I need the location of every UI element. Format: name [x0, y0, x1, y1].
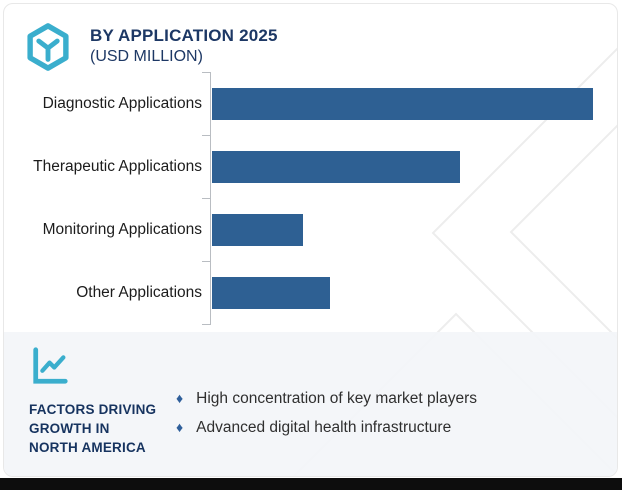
bottom-black-bar [0, 478, 622, 490]
chart-row: Other Applications [4, 261, 617, 324]
chart-header: BY APPLICATION 2025 (USD MILLION) [22, 21, 278, 73]
factors-bullet-text: High concentration of key market players [196, 390, 478, 407]
bar-chart-rows: Diagnostic Applications Therapeutic Appli… [4, 72, 617, 324]
chart-title: BY APPLICATION 2025 [90, 26, 278, 45]
factors-heading-line: GROWTH IN [29, 421, 110, 436]
factors-panel: FACTORS DRIVING GROWTH IN NORTH AMERICA … [4, 332, 617, 476]
bar [212, 87, 593, 120]
category-label: Diagnostic Applications [42, 95, 202, 112]
factors-bullet-item: ♦ High concentration of key market playe… [176, 390, 477, 408]
chart-row: Therapeutic Applications [4, 135, 617, 198]
bar [212, 213, 304, 246]
category-label: Other Applications [76, 284, 202, 301]
axis-tick [202, 72, 210, 73]
diamond-bullet-icon: ♦ [176, 390, 184, 406]
chart-card: BY APPLICATION 2025 (USD MILLION) Diagno… [3, 3, 618, 477]
bar-track [210, 135, 617, 198]
bar-track [210, 198, 617, 261]
factors-bullet-list: ♦ High concentration of key market playe… [176, 390, 477, 448]
chart-row: Monitoring Applications [4, 198, 617, 261]
factors-bullet-item: ♦ Advanced digital health infrastructure [176, 419, 477, 437]
factors-heading: FACTORS DRIVING GROWTH IN NORTH AMERICA [29, 400, 156, 457]
axis-tick [202, 198, 210, 199]
axis-tick [202, 135, 210, 136]
cube-hexagon-icon [27, 23, 69, 71]
factors-heading-line: FACTORS DRIVING [29, 402, 157, 417]
chart-subtitle: (USD MILLION) [90, 48, 203, 65]
category-label: Monitoring Applications [42, 221, 202, 238]
category-label: Therapeutic Applications [33, 158, 202, 175]
bar-chart: Diagnostic Applications Therapeutic Appli… [4, 72, 617, 325]
factors-bullet-text: Advanced digital health infrastructure [196, 419, 452, 436]
bar-track [210, 261, 617, 324]
diamond-bullet-icon: ♦ [176, 419, 184, 435]
factors-heading-line: NORTH AMERICA [29, 440, 146, 455]
axis-tick [202, 324, 210, 325]
chart-row: Diagnostic Applications [4, 72, 617, 135]
line-chart-icon [33, 347, 68, 384]
bar [212, 150, 460, 183]
bar-track [210, 72, 617, 135]
y-axis [202, 72, 211, 325]
chart-title-block: BY APPLICATION 2025 (USD MILLION) [90, 21, 278, 67]
axis-tick [202, 261, 210, 262]
bar [212, 276, 331, 309]
